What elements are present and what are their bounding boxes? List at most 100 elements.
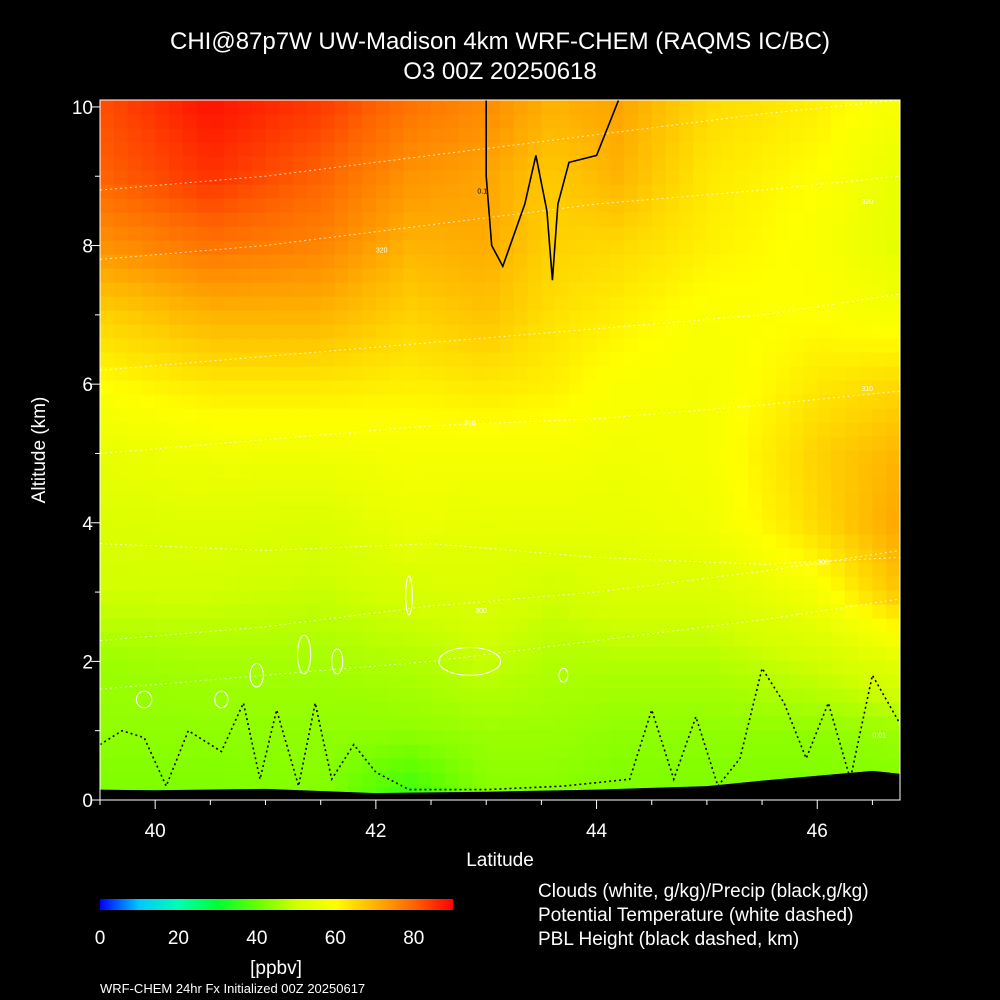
o3-cell: [334, 198, 349, 213]
o3-cell: [789, 744, 805, 759]
o3-cell: [844, 744, 860, 759]
o3-cell: [886, 646, 900, 661]
o3-cell: [348, 492, 363, 507]
o3-cell: [210, 324, 225, 339]
o3-cell: [293, 730, 308, 745]
o3-cell: [541, 254, 556, 269]
o3-cell: [872, 170, 887, 185]
o3-cell: [886, 562, 900, 577]
o3-cell: [472, 562, 487, 577]
o3-cell: [389, 268, 405, 283]
o3-cell: [210, 520, 225, 535]
o3-cell: [417, 646, 432, 661]
o3-cell: [182, 506, 198, 521]
o3-cell: [320, 422, 336, 437]
o3-cell: [651, 730, 667, 745]
o3-cell: [541, 408, 556, 423]
o3-cell: [431, 324, 446, 339]
o3-cell: [500, 576, 515, 591]
o3-cell: [831, 716, 846, 731]
o3-cell: [265, 240, 280, 255]
o3-cell: [527, 422, 542, 437]
o3-cell: [693, 338, 708, 353]
o3-cell: [237, 310, 253, 325]
o3-cell: [306, 772, 322, 787]
o3-cell: [844, 702, 860, 717]
y-tick-label: 10: [72, 98, 93, 119]
o3-cell: [182, 590, 198, 605]
o3-cell: [569, 198, 584, 213]
o3-cell: [706, 730, 722, 745]
o3-cell: [775, 310, 791, 325]
theta-label: 320: [861, 199, 873, 206]
o3-cell: [720, 366, 736, 381]
o3-cell: [196, 478, 211, 493]
o3-cell: [775, 212, 791, 227]
o3-cell: [334, 310, 349, 325]
o3-cell: [693, 422, 708, 437]
o3-cell: [251, 240, 267, 255]
o3-cell: [527, 604, 542, 619]
o3-cell: [610, 618, 625, 633]
o3-cell: [831, 534, 846, 549]
o3-cell: [417, 492, 432, 507]
o3-cell: [182, 548, 198, 563]
o3-cell: [348, 310, 363, 325]
o3-cell: [182, 296, 198, 311]
o3-cell: [348, 688, 363, 703]
o3-cell: [693, 702, 708, 717]
o3-cell: [886, 254, 900, 269]
o3-cell: [775, 170, 791, 185]
o3-cell: [555, 604, 570, 619]
o3-cell: [306, 198, 322, 213]
o3-cell: [665, 632, 680, 647]
o3-cell: [637, 660, 653, 675]
o3-cell: [872, 254, 887, 269]
o3-cell: [500, 730, 515, 745]
o3-cell: [734, 394, 749, 409]
o3-cell: [141, 366, 156, 381]
o3-cell: [444, 128, 460, 143]
o3-cell: [237, 534, 253, 549]
o3-cell: [500, 142, 515, 157]
o3-cell: [155, 142, 170, 157]
o3-cell: [679, 212, 694, 227]
o3-cell: [817, 310, 832, 325]
o3-cell: [486, 758, 501, 773]
cloud-contour: [135, 690, 153, 709]
o3-cell: [265, 646, 280, 661]
o3-cell: [389, 366, 405, 381]
o3-cell: [651, 296, 667, 311]
o3-cell: [113, 520, 129, 535]
o3-cell: [127, 324, 142, 339]
o3-cell: [527, 338, 542, 353]
o3-cell: [541, 296, 556, 311]
o3-cell: [886, 100, 900, 115]
o3-cell: [458, 338, 473, 353]
o3-cell: [637, 184, 653, 199]
o3-cell: [320, 590, 336, 605]
o3-cell: [596, 702, 611, 717]
o3-cell: [431, 688, 446, 703]
o3-cell: [182, 156, 198, 171]
o3-cell: [169, 324, 184, 339]
o3-cell: [279, 268, 294, 283]
o3-cell: [458, 520, 473, 535]
o3-cell: [251, 464, 267, 479]
o3-cell: [693, 170, 708, 185]
o3-cell: [858, 324, 873, 339]
o3-cell: [817, 520, 832, 535]
o3-cell: [458, 744, 473, 759]
o3-cell: [265, 618, 280, 633]
o3-cell: [500, 338, 515, 353]
o3-cell: [182, 324, 198, 339]
o3-cell: [596, 380, 611, 395]
o3-cell: [251, 366, 267, 381]
o3-cell: [196, 422, 211, 437]
o3-cell: [100, 548, 115, 563]
o3-cell: [762, 114, 777, 129]
o3-cell: [720, 142, 736, 157]
o3-cell: [362, 632, 377, 647]
o3-cell: [375, 254, 391, 269]
o3-cell: [169, 716, 184, 731]
